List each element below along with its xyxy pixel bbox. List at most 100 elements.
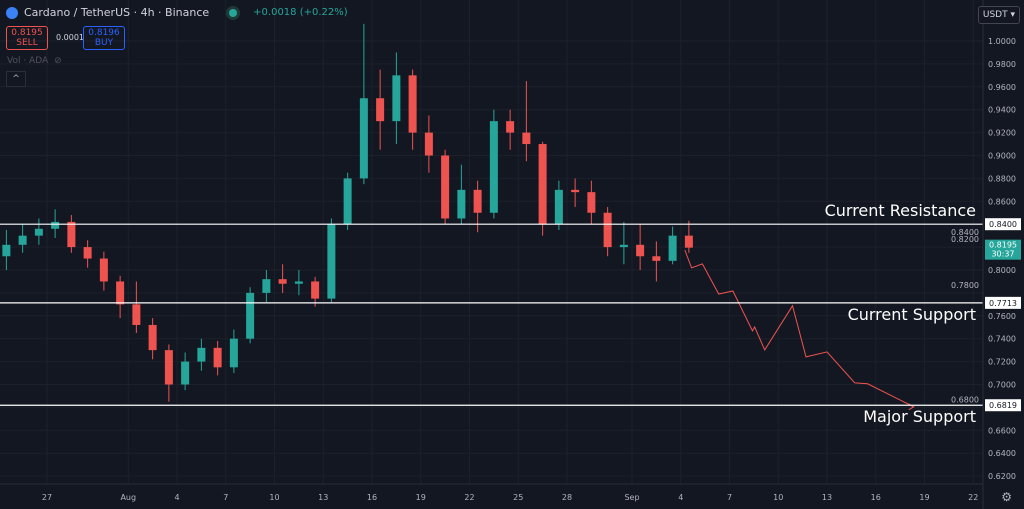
x-tick-label: 19 <box>416 493 426 502</box>
candle-down <box>441 155 450 219</box>
eye-hidden-icon[interactable]: ⊘ <box>54 56 62 66</box>
buy-price: 0.8196 <box>88 28 120 38</box>
candle-up <box>246 292 255 339</box>
candle-down <box>587 192 596 213</box>
candle-down <box>132 304 141 325</box>
candle-down <box>213 347 222 368</box>
x-tick-label: 4 <box>678 493 683 502</box>
sell-button[interactable]: 0.8195 SELL <box>6 26 48 50</box>
cardano-logo-icon <box>6 6 18 19</box>
y-tick-label: 0.6200 <box>988 472 1016 481</box>
y-tick-label: 0.6600 <box>988 426 1016 435</box>
candle-up <box>343 178 352 225</box>
x-tick-label: 10 <box>269 493 279 502</box>
buy-button[interactable]: 0.8196 BUY <box>83 26 125 50</box>
x-tick-label: 10 <box>773 493 783 502</box>
level-price-tag <box>985 296 1021 309</box>
last-price-text: 0.8195 <box>989 241 1017 250</box>
level-price-tag <box>985 218 1021 231</box>
candle-down <box>408 75 417 133</box>
volume-label: Vol · ADA <box>7 56 49 66</box>
candle-down <box>636 244 645 257</box>
y-tick-label: 0.8600 <box>988 197 1016 206</box>
candle-up <box>392 75 401 122</box>
candle-down <box>311 281 320 299</box>
y-tick-label: 0.9200 <box>988 129 1016 138</box>
y-tick-label: 0.7200 <box>988 358 1016 367</box>
y-tick-label: 0.9600 <box>988 83 1016 92</box>
y-tick-label: 1.0000 <box>988 37 1016 46</box>
x-tick-label: 7 <box>727 493 732 502</box>
candle-down <box>652 256 661 261</box>
candle-up <box>229 338 238 368</box>
candle-up <box>34 228 43 236</box>
x-tick-label: 16 <box>871 493 881 502</box>
level-price-tag-text: 0.6819 <box>989 401 1017 410</box>
symbol-header: Cardano / TetherUS · 4h · Binance +0.001… <box>6 6 348 19</box>
current-resistance-label: Current Resistance <box>824 201 976 220</box>
candle-up <box>668 235 677 261</box>
market-open-status-icon <box>229 8 238 17</box>
candle-up <box>51 221 60 229</box>
bar-countdown-text: 30:37 <box>991 250 1014 259</box>
candle-down <box>603 212 612 248</box>
x-tick-label: 16 <box>367 493 377 502</box>
sell-label: SELL <box>16 38 38 48</box>
x-tick-label: 28 <box>562 493 572 502</box>
settings-gear-icon[interactable]: ⚙ <box>1001 490 1012 504</box>
candle-up <box>2 244 11 257</box>
candle-down <box>538 144 547 225</box>
x-tick-label: 27 <box>42 493 52 502</box>
candle-down <box>83 247 92 259</box>
candle-down <box>278 279 287 284</box>
y-tick-label: 0.6800 <box>951 395 979 404</box>
candle-down <box>424 132 433 156</box>
volume-indicator[interactable]: Vol · ADA ⊘ <box>7 56 62 66</box>
x-tick-label: 7 <box>223 493 228 502</box>
candle-up <box>262 279 271 293</box>
symbol-title[interactable]: Cardano / TetherUS · 4h · Binance <box>24 6 210 19</box>
y-tick-label: 0.8800 <box>988 174 1016 183</box>
y-tick-label: 0.7800 <box>951 281 979 290</box>
x-tick-label: 19 <box>919 493 929 502</box>
candle-down <box>67 221 76 248</box>
candle-down <box>148 324 157 351</box>
last-price-tag <box>985 239 1021 260</box>
y-tick-label: 0.9000 <box>988 152 1016 161</box>
currency-select[interactable]: USDT ▾ <box>977 6 1020 24</box>
candle-down <box>99 258 108 282</box>
candle-down <box>506 121 515 133</box>
major-support-label: Major Support <box>863 407 976 426</box>
candle-down <box>376 98 385 122</box>
candle-down <box>164 350 173 385</box>
candle-down <box>473 189 482 213</box>
candle-down <box>684 235 693 248</box>
candle-up <box>294 281 303 284</box>
y-tick-label: 0.7000 <box>988 381 1016 390</box>
candle-up <box>327 224 336 299</box>
spread-value: 0.0001 <box>56 33 84 42</box>
x-tick-label: 4 <box>174 493 179 502</box>
candle-up <box>197 347 206 362</box>
candle-up <box>489 121 498 213</box>
y-tick-label: 0.6400 <box>988 449 1016 458</box>
x-tick-label: 13 <box>822 493 832 502</box>
current-support-label: Current Support <box>847 305 976 324</box>
y-tick-label: 0.8400 <box>951 228 979 237</box>
x-tick-label: 25 <box>513 493 523 502</box>
y-tick-label: 0.7400 <box>988 335 1016 344</box>
price-change: +0.0018 (+0.22%) <box>253 7 348 18</box>
candle-up <box>359 98 368 179</box>
x-tick-label: 13 <box>318 493 328 502</box>
sell-price: 0.8195 <box>11 28 43 38</box>
candle-up <box>457 189 466 219</box>
y-tick-label: 0.8000 <box>988 266 1016 275</box>
y-tick-label: 0.8200 <box>951 235 979 244</box>
collapse-button[interactable]: ^ <box>6 71 26 87</box>
x-tick-label: Aug <box>120 493 136 502</box>
candle-up <box>181 361 190 385</box>
candle-up <box>554 189 563 225</box>
y-tick-label: 0.9400 <box>988 106 1016 115</box>
candle-down <box>571 189 580 193</box>
